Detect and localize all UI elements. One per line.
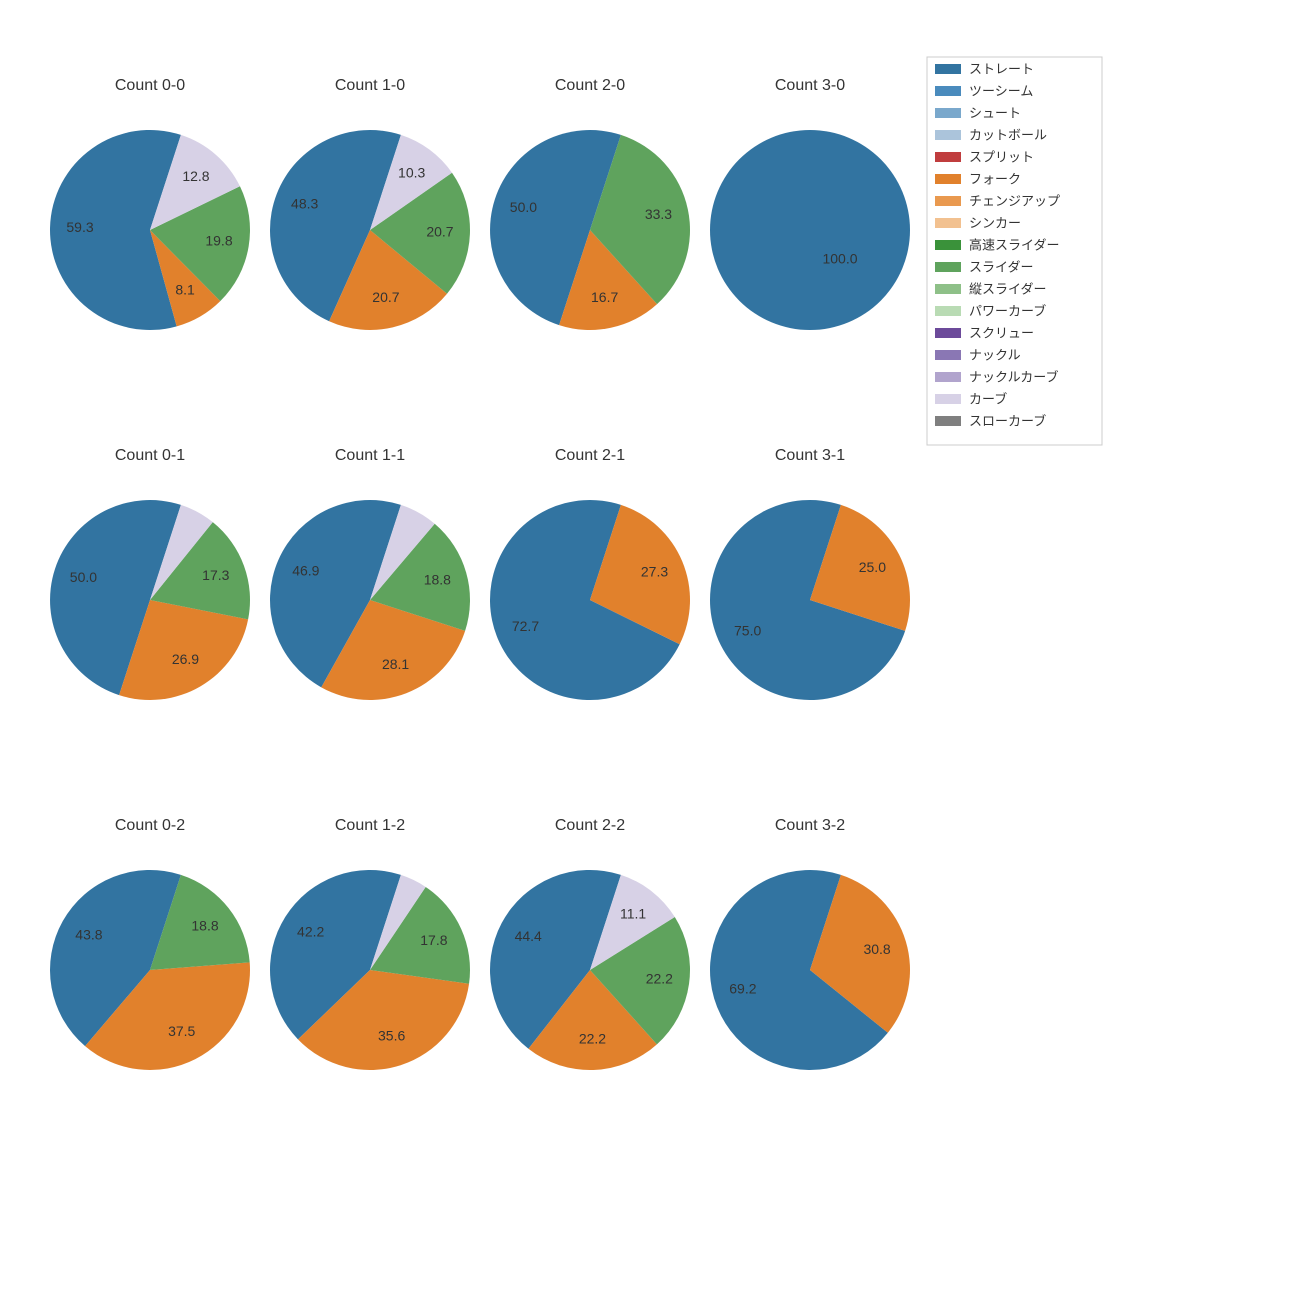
- legend-swatch: [935, 152, 961, 162]
- slice-label: 33.3: [645, 206, 672, 222]
- pie-chart: Count 1-1 46.9 28.1 18.8: [270, 447, 470, 700]
- chart-title: Count 1-2: [335, 817, 405, 834]
- legend-swatch: [935, 372, 961, 382]
- chart-title: Count 2-2: [555, 817, 625, 834]
- legend-swatch: [935, 394, 961, 404]
- legend-label: スクリュー: [969, 325, 1034, 340]
- pie-chart: Count 2-1 72.7 27.3: [490, 447, 690, 700]
- slice-label: 69.2: [729, 981, 756, 997]
- legend-swatch: [935, 64, 961, 74]
- chart-title: Count 0-0: [115, 77, 185, 94]
- slice-label: 11.1: [620, 906, 646, 922]
- legend-swatch: [935, 86, 961, 96]
- pie-chart: Count 1-0 48.3 20.7 20.7 10.3: [270, 77, 470, 330]
- slice-label: 10.3: [398, 164, 425, 180]
- pie-chart: Count 1-2 42.2 35.6 17.8: [270, 817, 470, 1070]
- pie-chart: Count 0-1 50.0 26.9 17.3: [50, 447, 250, 700]
- legend-label: カーブ: [969, 391, 1007, 406]
- slice-label: 100.0: [822, 251, 857, 267]
- slice-label: 75.0: [734, 622, 761, 638]
- slice-label: 44.4: [515, 928, 542, 944]
- legend-swatch: [935, 240, 961, 250]
- chart-title: Count 0-1: [115, 447, 185, 464]
- chart-title: Count 1-0: [335, 77, 405, 94]
- legend-label: シンカー: [969, 215, 1021, 230]
- slice-label: 42.2: [297, 924, 324, 940]
- slice-label: 37.5: [168, 1023, 195, 1039]
- pie-chart: Count 3-1 75.0 25.0: [710, 447, 910, 700]
- slice-label: 72.7: [512, 618, 539, 634]
- legend-swatch: [935, 306, 961, 316]
- slice-label: 50.0: [510, 199, 537, 215]
- legend-label: フォーク: [969, 171, 1021, 186]
- legend-label: ストレート: [969, 61, 1034, 76]
- legend-label: ナックル: [969, 347, 1021, 362]
- pie-chart: Count 2-0 50.0 16.7 33.3: [490, 77, 690, 330]
- legend-swatch: [935, 108, 961, 118]
- slice-label: 27.3: [641, 564, 668, 580]
- chart-title: Count 0-2: [115, 817, 185, 834]
- pie-chart: Count 3-2 69.2 30.8: [710, 817, 910, 1070]
- slice-label: 17.3: [202, 567, 229, 583]
- slice-label: 22.2: [646, 970, 673, 986]
- legend-swatch: [935, 328, 961, 338]
- slice-label: 22.2: [579, 1031, 606, 1047]
- legend-swatch: [935, 196, 961, 206]
- legend-label: 縦スライダー: [969, 281, 1046, 296]
- legend-label: パワーカーブ: [969, 303, 1046, 318]
- pie-grid: Count 0-0 59.3 8.1 19.8 12.8 Count 1-0 48.3 20.…: [0, 0, 1300, 1300]
- chart-title: Count 2-1: [555, 447, 625, 464]
- legend-swatch: [935, 262, 961, 272]
- slice-label: 19.8: [205, 233, 232, 249]
- pie-slice: [710, 130, 910, 330]
- slice-label: 30.8: [863, 941, 890, 957]
- slice-label: 48.3: [291, 196, 318, 212]
- legend-swatch: [935, 218, 961, 228]
- chart-title: Count 3-2: [775, 817, 845, 834]
- chart-title: Count 3-0: [775, 77, 845, 94]
- slice-label: 59.3: [66, 219, 93, 235]
- legend-swatch: [935, 416, 961, 426]
- pie-chart: Count 0-2 43.8 37.5 18.8: [50, 817, 250, 1070]
- legend-label: ツーシーム: [969, 83, 1033, 98]
- legend-label: カットボール: [969, 127, 1047, 142]
- legend-label: スプリット: [969, 149, 1034, 164]
- slice-label: 18.8: [191, 917, 218, 933]
- slice-label: 20.7: [372, 289, 399, 305]
- chart-title: Count 1-1: [335, 447, 405, 464]
- slice-label: 12.8: [182, 168, 209, 184]
- pie-chart: Count 2-2 44.4 22.2 22.2 11.1: [490, 817, 690, 1070]
- pie-chart: Count 0-0 59.3 8.1 19.8 12.8: [50, 77, 250, 330]
- slice-label: 18.8: [424, 572, 451, 588]
- slice-label: 28.1: [382, 656, 409, 672]
- slice-label: 35.6: [378, 1027, 405, 1043]
- legend-label: シュート: [969, 105, 1021, 120]
- slice-label: 43.8: [75, 927, 102, 943]
- slice-label: 25.0: [859, 559, 886, 575]
- legend-label: チェンジアップ: [969, 193, 1060, 208]
- legend-label: 高速スライダー: [969, 237, 1059, 252]
- slice-label: 26.9: [172, 651, 199, 667]
- legend-swatch: [935, 130, 961, 140]
- slice-label: 50.0: [70, 569, 97, 585]
- slice-label: 20.7: [426, 224, 453, 240]
- pie-chart: Count 3-0 100.0: [710, 77, 910, 330]
- legend-label: スライダー: [969, 259, 1033, 274]
- legend-label: ナックルカーブ: [969, 369, 1058, 384]
- legend-swatch: [935, 350, 961, 360]
- legend-swatch: [935, 174, 961, 184]
- legend-label: スローカーブ: [969, 413, 1046, 428]
- slice-label: 46.9: [292, 563, 319, 579]
- slice-label: 17.8: [420, 932, 447, 948]
- legend: ストレートツーシームシュートカットボールスプリットフォークチェンジアップシンカー…: [927, 57, 1102, 445]
- legend-swatch: [935, 284, 961, 294]
- chart-title: Count 3-1: [775, 447, 845, 464]
- slice-label: 16.7: [591, 289, 618, 305]
- slice-label: 8.1: [175, 281, 195, 297]
- chart-title: Count 2-0: [555, 77, 625, 94]
